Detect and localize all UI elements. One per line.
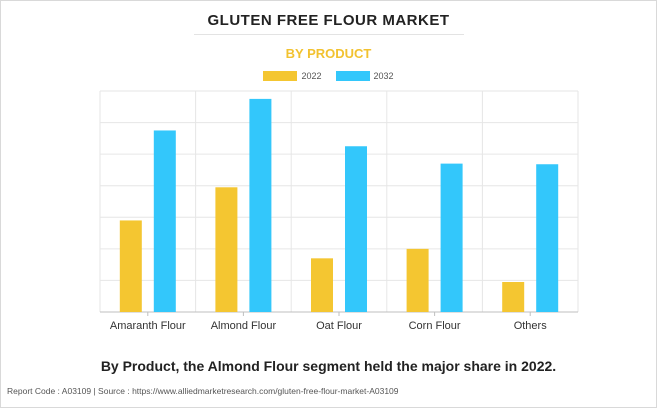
bar-2022-amaranth-flour	[119, 220, 142, 312]
bar-2032-others	[536, 164, 559, 312]
chart-title: GLUTEN FREE FLOUR MARKET	[207, 12, 450, 29]
bar-2032-oat-flour	[345, 146, 367, 312]
legend-label-2032: 2032	[373, 71, 394, 81]
bar-2032-amaranth-flour	[153, 130, 176, 312]
title-divider	[194, 34, 464, 35]
bar-2022-almond-flour	[215, 187, 238, 312]
source-footer: Report Code : A03109 | Source : https://…	[7, 386, 399, 396]
chart-legend: 2022 2032	[0, 71, 657, 81]
bar-2022-others	[502, 282, 525, 312]
x-tick-label: Almond Flour	[211, 320, 277, 332]
chart-caption: By Product, the Almond Flour segment hel…	[100, 358, 557, 374]
legend-label-2022: 2022	[301, 71, 322, 81]
legend-item-2032: 2032	[335, 71, 394, 81]
bar-2022-oat-flour	[311, 258, 333, 312]
x-tick-label: Corn Flour	[409, 320, 461, 332]
legend-swatch-2032	[335, 71, 370, 81]
x-tick-label: Others	[514, 320, 548, 332]
x-tick-label: Oat Flour	[316, 320, 362, 332]
chart-subtitle: BY PRODUCT	[285, 46, 372, 61]
bar-2032-almond-flour	[249, 98, 272, 313]
x-tick-label: Amaranth Flour	[110, 320, 186, 332]
bar-2022-corn-flour	[406, 248, 429, 312]
legend-item-2022: 2022	[263, 71, 322, 81]
legend-swatch-2022	[263, 71, 298, 81]
bar-2032-corn-flour	[440, 163, 463, 312]
